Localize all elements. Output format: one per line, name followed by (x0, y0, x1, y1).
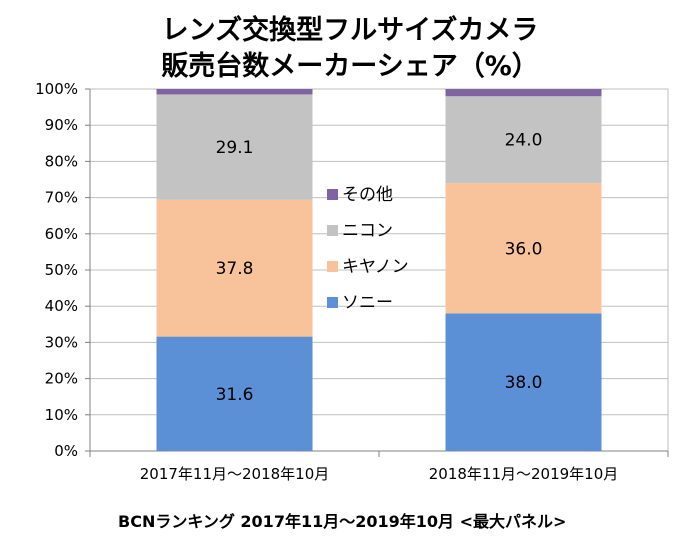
y-tick-label: 10% (45, 406, 78, 424)
legend-swatch (327, 189, 338, 200)
chart-subtitle: 販売台数メーカーシェア（%） (161, 51, 539, 82)
legend-swatch (327, 225, 338, 236)
data-label: 36.0 (505, 239, 543, 259)
y-tick-label: 0% (54, 442, 78, 460)
legend-swatch (327, 297, 338, 308)
data-label: 31.6 (216, 385, 254, 405)
data-label: 29.1 (216, 138, 254, 158)
y-tick-label: 20% (45, 370, 78, 388)
bar-segment (156, 336, 313, 451)
bar-segment (156, 94, 313, 200)
data-label: 37.8 (216, 259, 254, 279)
bar-segment (445, 89, 602, 97)
bar-segment (156, 199, 313, 337)
data-label: 38.0 (505, 373, 543, 393)
y-tick-label: 70% (45, 189, 78, 207)
y-tick-label: 40% (45, 297, 78, 315)
legend-label: キヤノン (342, 257, 409, 277)
x-tick-label: 2018年11月～2019年10月 (429, 465, 619, 483)
x-tick-label: 2017年11月～2018年10月 (140, 465, 330, 483)
legend-label: ソニー (342, 293, 393, 313)
data-label: 24.0 (505, 131, 543, 151)
y-tick-label: 80% (45, 152, 78, 170)
y-tick-label: 90% (45, 116, 78, 134)
y-tick-label: 60% (45, 225, 78, 243)
legend-label: ニコン (342, 221, 393, 241)
source-note: BCNランキング 2017年11月～2019年10月 <最大パネル> (118, 512, 567, 531)
bar-segment (445, 183, 602, 314)
legend-swatch (327, 261, 338, 272)
bar-segment (156, 89, 313, 95)
y-tick-label: 30% (45, 333, 78, 351)
legend-label: その他 (342, 185, 393, 205)
bar-segment (445, 96, 602, 184)
chart-title: レンズ交換型フルサイズカメラ (161, 15, 539, 46)
bar-segment (445, 313, 602, 451)
y-tick-label: 50% (45, 261, 78, 279)
y-tick-label: 100% (35, 80, 78, 98)
